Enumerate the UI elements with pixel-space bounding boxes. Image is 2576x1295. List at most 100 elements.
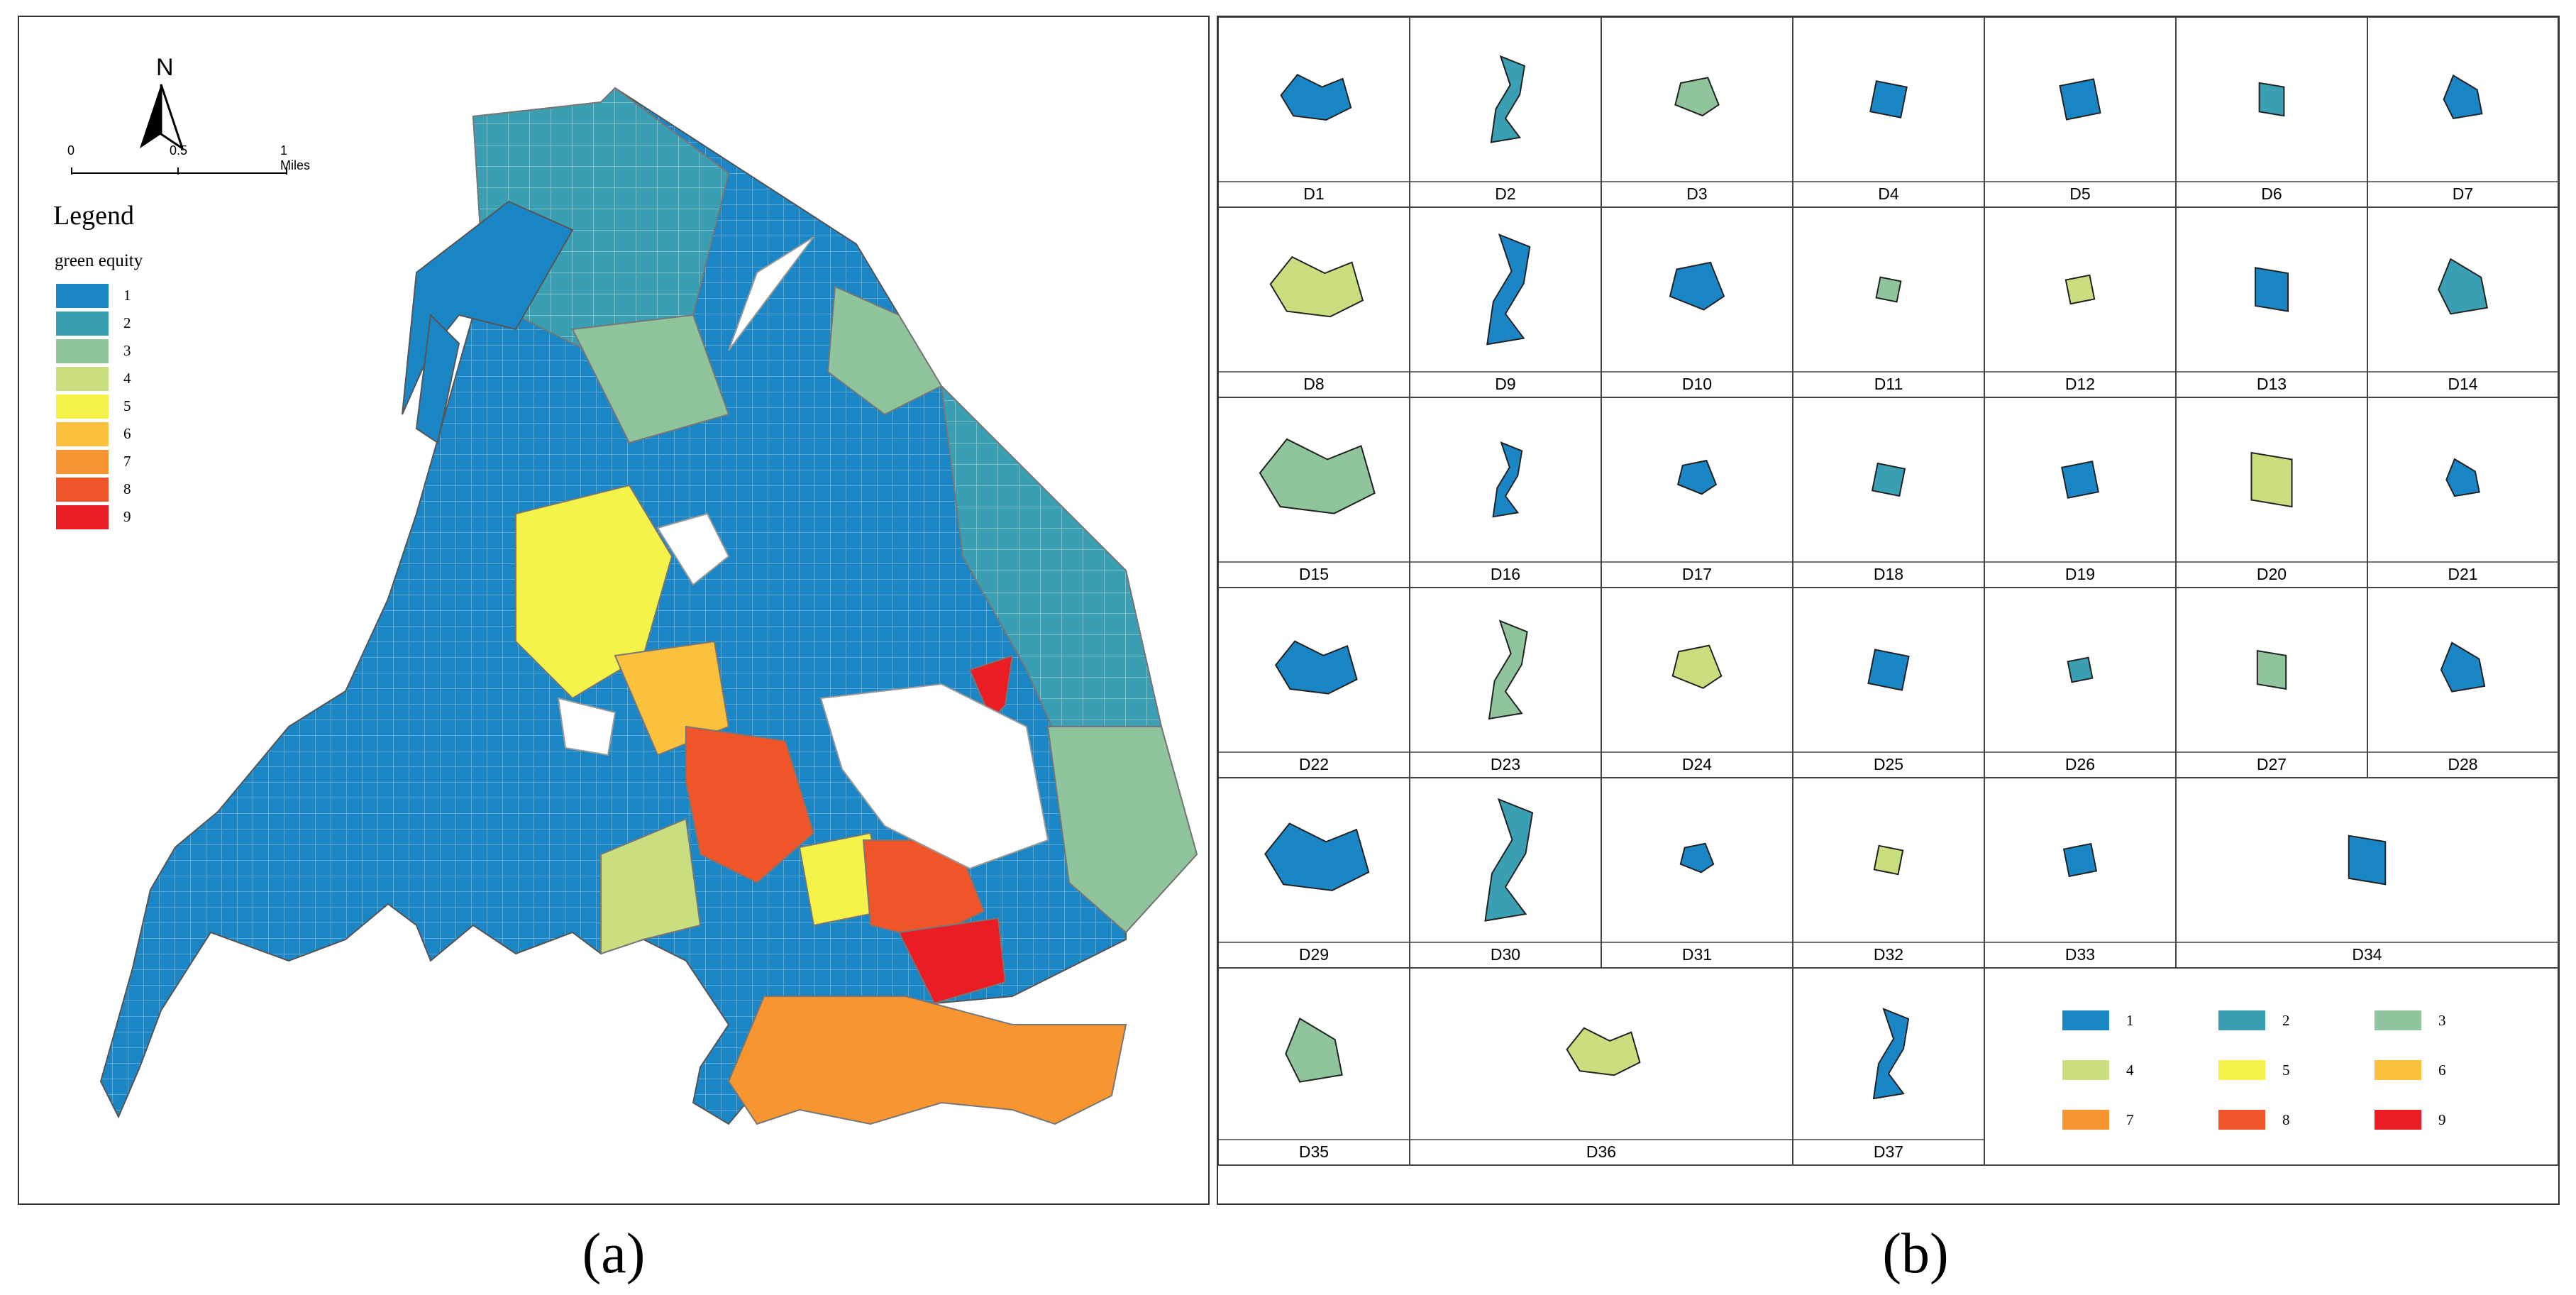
district-shape (1566, 1027, 1641, 1076)
legend-b-swatch (2218, 1110, 2265, 1130)
district-shape (1679, 842, 1715, 874)
map-lake (557, 697, 617, 756)
legend-swatch (56, 367, 109, 391)
district-label: D2 (1495, 184, 1516, 203)
figure-label-a: (a) (582, 1223, 646, 1285)
district-shape (2067, 656, 2094, 683)
north-label: N (156, 54, 174, 81)
district-label: D10 (1681, 375, 1713, 393)
scale-tick-0: 0 (67, 143, 75, 158)
legend-b-label: 5 (2282, 1062, 2290, 1079)
district-label: D30 (1490, 945, 1521, 964)
district-label: D17 (1681, 565, 1713, 583)
legend-swatch (56, 505, 109, 529)
map-panel-a: N 0 0.5 1 Miles Legend green equity 1 2 3 4… (18, 16, 1210, 1205)
district-grid (1218, 17, 2558, 1166)
district-label: D23 (1490, 755, 1521, 773)
district-label: D7 (2452, 184, 2474, 203)
legend-b-swatch (2062, 1060, 2109, 1080)
north-arrow-icon (140, 84, 184, 151)
legend-b-label: 3 (2438, 1012, 2446, 1029)
district-label: D22 (1298, 755, 1330, 773)
legend-label: 9 (123, 508, 131, 525)
district-label: D28 (2448, 755, 2478, 773)
district-shape (2061, 461, 2099, 499)
district-shape (2250, 451, 2293, 508)
district-label: D18 (1873, 565, 1904, 583)
legend-label: 4 (123, 370, 131, 387)
legend-label: 5 (123, 397, 131, 414)
legend-swatch (56, 312, 109, 336)
district-shape (1269, 255, 1364, 318)
legend-b-label: 6 (2438, 1062, 2446, 1079)
district-shape (2059, 78, 2101, 121)
district-shape (2443, 74, 2483, 120)
legend-b-label: 8 (2282, 1111, 2290, 1128)
district-shape (1871, 462, 1906, 497)
legend-title: Legend (53, 201, 134, 231)
district-shape (1867, 649, 1910, 691)
district-label: D9 (1495, 375, 1516, 393)
district-label: D37 (1873, 1142, 1904, 1161)
district-label: D15 (1298, 565, 1330, 583)
district-cell (1792, 206, 1985, 398)
district-shape (1259, 438, 1376, 514)
legend-label: 8 (123, 480, 131, 497)
district-shape (1669, 261, 1725, 311)
district-shape (2348, 834, 2387, 886)
district-shape (2258, 82, 2285, 117)
map-region-green (827, 285, 943, 416)
map-region-orange7 (727, 996, 1127, 1125)
district-label: D32 (1873, 945, 1904, 964)
legend-swatch (56, 284, 109, 308)
scale-bar: 0 0.5 1 Miles (67, 143, 310, 184)
district-label: D29 (1298, 945, 1330, 964)
legend-b-label: 7 (2126, 1111, 2134, 1128)
map-region-green (1046, 726, 1198, 934)
district-shape (2062, 842, 2098, 878)
district-label: D21 (2448, 565, 2478, 583)
map-channel (728, 236, 814, 351)
legend-swatch (56, 422, 109, 446)
legend-b-label: 1 (2126, 1012, 2134, 1029)
legend-b-swatch (2062, 1110, 2109, 1130)
district-label: D13 (2256, 375, 2287, 393)
district-label: D12 (2064, 375, 2096, 393)
map-region-lightgreen (600, 817, 702, 955)
legend-label: 7 (123, 453, 131, 470)
equity-map (99, 87, 1198, 1125)
district-shape (1671, 644, 1723, 689)
district-shape (1274, 640, 1358, 695)
district-shape (1486, 233, 1531, 346)
district-shape (1872, 1008, 1910, 1100)
district-label: D1 (1303, 184, 1325, 203)
legend-swatch (56, 478, 109, 502)
district-shape (1484, 798, 1534, 922)
legend-subtitle: green equity (55, 251, 143, 270)
figure-label-b: (b) (1882, 1223, 1949, 1285)
legend-b-label: 2 (2282, 1012, 2290, 1029)
district-shape (2440, 641, 2486, 693)
district-shape (1280, 73, 1352, 121)
district-shape (1492, 441, 1523, 518)
district-label: D4 (1878, 184, 1899, 203)
district-label: D27 (2256, 755, 2287, 773)
district-shape (1674, 77, 1720, 117)
legend-b-swatch (2375, 1060, 2421, 1080)
legend-b-swatch (2218, 1010, 2265, 1030)
district-label: D35 (1298, 1142, 1330, 1161)
district-label: D24 (1681, 755, 1713, 773)
legend-box (1984, 967, 2558, 1166)
district-shape (2445, 458, 2480, 497)
legend-b-swatch (2375, 1010, 2421, 1030)
district-label: D26 (2064, 755, 2096, 773)
legend-b-swatch (2218, 1060, 2265, 1080)
north-arrow (136, 56, 186, 159)
district-label: D16 (1490, 565, 1521, 583)
district-label: D31 (1681, 945, 1713, 964)
legend-b-swatch (2375, 1110, 2421, 1130)
district-label: D20 (2256, 565, 2287, 583)
district-label: D36 (1586, 1142, 1617, 1161)
district-shape (1875, 276, 1902, 303)
district-label: D34 (2352, 945, 2382, 964)
